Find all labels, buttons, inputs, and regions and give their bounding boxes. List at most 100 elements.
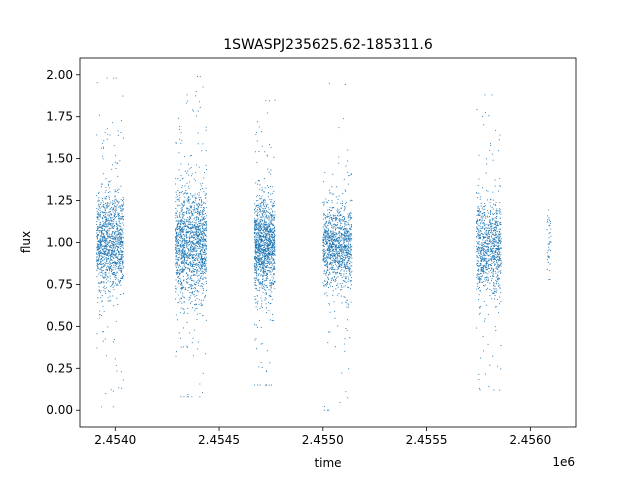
- data-point: [195, 208, 197, 210]
- data-point: [269, 212, 271, 214]
- data-point: [197, 224, 199, 226]
- data-point: [192, 270, 194, 272]
- data-point: [180, 307, 182, 309]
- data-point: [266, 272, 268, 274]
- data-point: [101, 231, 103, 233]
- data-point: [188, 231, 190, 233]
- data-point: [203, 213, 205, 216]
- data-point: [114, 199, 116, 201]
- data-point: [112, 217, 114, 219]
- data-point: [110, 270, 112, 272]
- data-point: [197, 207, 199, 209]
- data-point: [99, 271, 101, 273]
- data-point: [102, 245, 104, 247]
- data-point: [271, 218, 274, 220]
- data-point: [179, 300, 181, 302]
- data-point: [325, 221, 327, 223]
- data-point: [196, 207, 198, 210]
- data-point: [194, 193, 196, 195]
- data-point: [333, 239, 335, 241]
- data-point: [202, 278, 204, 280]
- data-point: [263, 250, 265, 252]
- data-point: [324, 218, 326, 220]
- data-point: [256, 213, 259, 215]
- data-point: [184, 260, 186, 262]
- data-point: [187, 396, 189, 398]
- data-point: [254, 257, 256, 259]
- data-point: [117, 239, 119, 242]
- data-point: [182, 269, 184, 271]
- data-point: [339, 237, 341, 240]
- data-point: [254, 259, 257, 261]
- data-point: [176, 257, 178, 259]
- data-point: [261, 300, 263, 302]
- data-point: [271, 248, 273, 250]
- data-point: [201, 304, 203, 306]
- data-point: [113, 281, 115, 283]
- data-point: [269, 235, 271, 238]
- data-point: [327, 269, 329, 271]
- data-point: [114, 189, 116, 191]
- data-point: [122, 253, 124, 255]
- data-point: [177, 178, 179, 180]
- data-point: [111, 259, 113, 261]
- data-point: [336, 265, 338, 267]
- data-point: [271, 276, 273, 278]
- data-point: [336, 186, 338, 188]
- data-point: [109, 240, 111, 242]
- data-point: [258, 126, 260, 128]
- data-point: [346, 239, 348, 241]
- data-point: [194, 304, 196, 306]
- data-point: [102, 173, 104, 175]
- data-point: [198, 270, 200, 272]
- data-point: [271, 270, 274, 272]
- data-point: [255, 248, 257, 250]
- data-point: [327, 214, 329, 216]
- data-point: [267, 243, 269, 245]
- data-point: [337, 239, 339, 241]
- data-point: [266, 279, 268, 281]
- data-point: [256, 301, 258, 304]
- data-point: [334, 245, 336, 247]
- data-point: [270, 230, 272, 232]
- data-point: [205, 267, 207, 269]
- data-point: [189, 246, 191, 248]
- data-point: [262, 269, 264, 271]
- data-point: [178, 281, 180, 283]
- data-point: [191, 278, 193, 280]
- data-point: [180, 261, 183, 263]
- data-point: [181, 185, 184, 187]
- data-point: [182, 261, 184, 263]
- data-point: [183, 242, 185, 245]
- data-point: [121, 262, 123, 264]
- data-point: [201, 258, 203, 260]
- data-point: [334, 227, 337, 229]
- data-point: [197, 238, 199, 240]
- data-point: [178, 273, 180, 275]
- data-point: [334, 253, 336, 255]
- data-point: [204, 268, 206, 271]
- data-point: [262, 244, 264, 246]
- data-point: [272, 220, 274, 222]
- data-point: [193, 231, 195, 233]
- data-point: [257, 279, 260, 281]
- data-point: [107, 252, 109, 254]
- data-point: [270, 173, 272, 175]
- data-point: [341, 263, 343, 266]
- data-point: [198, 233, 201, 235]
- data-point: [199, 205, 201, 207]
- data-point: [349, 213, 351, 215]
- data-point: [348, 227, 351, 229]
- data-point: [115, 77, 117, 79]
- data-point: [339, 248, 341, 250]
- data-point: [188, 253, 190, 256]
- data-point: [119, 247, 121, 250]
- data-point: [205, 187, 207, 189]
- data-point: [196, 264, 198, 266]
- data-point: [115, 190, 117, 193]
- data-point: [187, 163, 189, 165]
- data-point: [270, 219, 272, 221]
- data-point: [104, 251, 106, 253]
- data-point: [265, 203, 267, 206]
- data-point: [271, 211, 274, 213]
